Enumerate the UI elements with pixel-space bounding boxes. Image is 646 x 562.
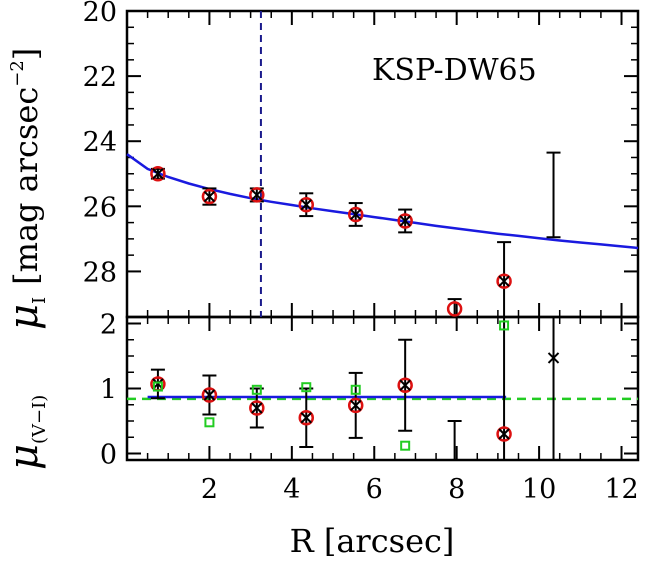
top-y-axis-subscript: I [29,297,50,304]
bottom-point-cross [251,402,263,414]
top-ytick-label: 26 [83,192,117,223]
bottom-point-circle [201,387,218,403]
bottom-point-circle [496,426,512,442]
bottom-y-axis-subscript: (V−I) [29,395,50,444]
top-y-axis-close: ] [7,48,45,60]
top-y-axis-power: −2 [7,60,28,87]
bottom-green-square [350,384,361,395]
bottom-xtick-label: 2 [201,474,218,505]
bottom-green-square [301,382,312,393]
bottom-point-cross [350,399,362,412]
bottom-xtick-label: 8 [448,474,465,505]
bottom-ytick-label: 2 [100,310,117,341]
top-y-axis-units: [mag arcsec [7,87,45,285]
bottom-point-circle [298,410,315,426]
bottom-point-circle [397,377,413,393]
top-ytick-label: 28 [83,257,117,288]
bottom-green-square [400,440,411,451]
top-y-axis-symbol: μ [1,304,47,330]
top-point-cross [251,189,263,201]
top-y-axis-title: μI [mag arcsec−2] [1,48,50,330]
top-point-circle [249,187,265,203]
bottom-point-cross [399,379,411,391]
top-ytick-label: 22 [83,62,117,93]
x-axis-title: R [arcsec] [290,522,455,560]
bottom-green-square [251,384,262,395]
bottom-xtick-label: 12 [604,474,638,505]
top-point-circle [446,301,463,317]
top-point-cross [498,275,510,287]
svg-text:μ(V−I): μ(V−I) [1,395,50,470]
bottom-ytick-label: 1 [100,375,117,406]
top-point-circle [397,213,413,229]
top-point-cross [350,208,362,221]
top-point-circle [201,188,218,205]
bottom-point-cross [547,352,560,364]
bottom-xtick-label: 6 [366,474,383,505]
top-point-cross [399,215,411,227]
top-ytick-label: 24 [83,127,117,158]
top-point-circle [496,273,512,289]
bottom-xtick-label: 10 [522,474,556,505]
bottom-xtick-label: 4 [283,474,300,505]
bottom-point-circle [347,397,364,414]
bottom-y-axis-title: μ(V−I) [1,395,50,470]
bottom-green-square [204,417,215,428]
top-ytick-label: 20 [83,0,117,28]
bottom-point-circle [249,400,265,416]
top-point-circle [347,206,364,223]
bottom-point-cross [498,428,510,440]
bottom-ytick-label: 0 [100,440,117,471]
top-point-circle [150,166,166,182]
top-point-cross [203,190,216,203]
svg-text:μI[mag arcsec−2]: μI [mag arcsec−2] [1,48,50,330]
top-point-cross [300,198,312,211]
top-point-circle [298,196,315,213]
panel-label: KSP-DW65 [372,53,537,88]
bottom-y-axis-symbol: μ [1,444,47,470]
bottom-green-square [499,320,510,331]
bottom-point-cross [300,412,312,424]
bottom-green-square [152,381,163,392]
bottom-point-cross [203,389,216,401]
bottom-panel-frame [125,315,640,462]
top-point-cross [152,168,164,180]
top-panel: 20 22 24 26 28 [83,0,639,317]
